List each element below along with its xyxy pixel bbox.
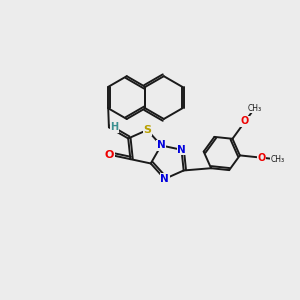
Text: S: S: [143, 125, 151, 135]
Text: O: O: [105, 150, 114, 160]
Text: CH₃: CH₃: [270, 155, 284, 164]
Text: O: O: [257, 153, 265, 163]
Text: N: N: [157, 140, 166, 150]
Text: N: N: [177, 145, 186, 155]
Text: O: O: [241, 116, 249, 127]
Text: CH₃: CH₃: [248, 104, 262, 113]
Text: H: H: [110, 122, 118, 132]
Text: N: N: [160, 174, 169, 184]
